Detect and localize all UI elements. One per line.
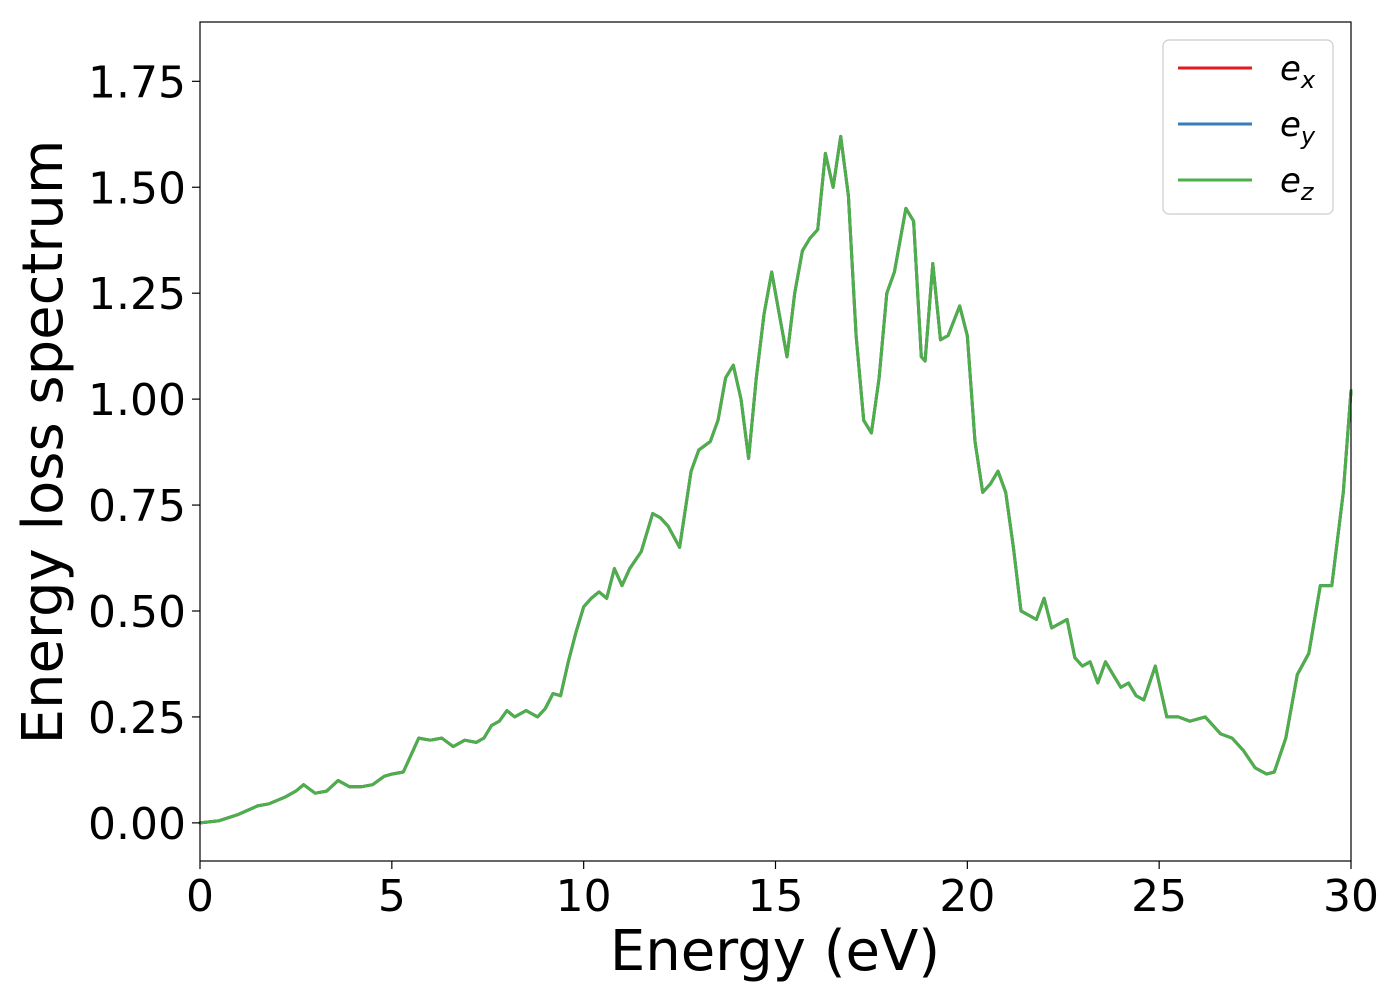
x-axis-label: Energy (eV) — [610, 919, 940, 984]
legend-label-x: ex — [1280, 49, 1316, 94]
series-line-e-z — [198, 134, 1353, 825]
y-tick-label: 1.50 — [88, 163, 186, 214]
x-tick-label: 25 — [1131, 871, 1187, 922]
x-axis-ticks: 0 5 10 15 20 25 30 — [186, 861, 1379, 922]
y-axis-ticks: 0.00 0.25 0.50 0.75 1.00 1.25 1.50 1.75 — [88, 57, 200, 850]
y-tick-label: 0.75 — [88, 481, 186, 532]
legend-label-y: ey — [1280, 105, 1316, 150]
legend-label-base: e — [1280, 161, 1301, 201]
x-tick-label: 5 — [378, 871, 406, 922]
x-tick-label: 20 — [939, 871, 995, 922]
x-tick-label: 15 — [748, 871, 804, 922]
legend-label-base: e — [1280, 49, 1301, 89]
y-tick-label: 1.25 — [88, 269, 186, 320]
y-tick-label: 0.50 — [88, 587, 186, 638]
series-layer — [198, 134, 1353, 825]
plot-background — [200, 22, 1351, 861]
y-tick-label: 0.00 — [88, 799, 186, 850]
legend-label-base: e — [1280, 105, 1301, 145]
x-tick-label: 30 — [1323, 871, 1379, 922]
x-tick-label: 10 — [556, 871, 612, 922]
y-tick-label: 1.00 — [88, 375, 186, 426]
legend-label-sub: z — [1300, 178, 1315, 206]
y-tick-label: 0.25 — [88, 693, 186, 744]
legend-label-z: ez — [1280, 161, 1315, 206]
y-axis-label: Energy loss spectrum — [11, 140, 76, 745]
legend-label-sub: x — [1300, 66, 1316, 94]
x-tick-label: 0 — [186, 871, 214, 922]
legend-label-sub: y — [1300, 122, 1316, 150]
legend-box — [1162, 39, 1334, 215]
y-tick-label: 1.75 — [88, 57, 186, 108]
